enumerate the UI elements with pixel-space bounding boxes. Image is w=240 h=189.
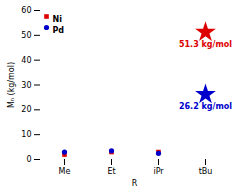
- svg-text:20: 20: [21, 105, 31, 114]
- svg-text:10: 10: [21, 130, 31, 139]
- svg-text:Et: Et: [107, 167, 115, 176]
- svg-text:tBu: tBu: [199, 167, 213, 176]
- svg-text:Pd: Pd: [53, 26, 65, 35]
- svg-text:50: 50: [21, 31, 31, 40]
- svg-text:R: R: [132, 179, 138, 188]
- svg-text:40: 40: [21, 56, 31, 65]
- svg-text:51.3 kg/mol: 51.3 kg/mol: [179, 40, 232, 49]
- svg-text:iPr: iPr: [153, 167, 164, 176]
- svg-text:Me: Me: [59, 167, 71, 176]
- svg-text:Ni: Ni: [53, 15, 63, 24]
- svg-text:Mₙ (kg/mol): Mₙ (kg/mol): [7, 62, 16, 108]
- svg-text:60: 60: [21, 6, 31, 15]
- svg-text:26.2 kg/mol: 26.2 kg/mol: [179, 102, 232, 111]
- svg-text:30: 30: [21, 81, 31, 90]
- svg-text:0: 0: [26, 155, 31, 164]
